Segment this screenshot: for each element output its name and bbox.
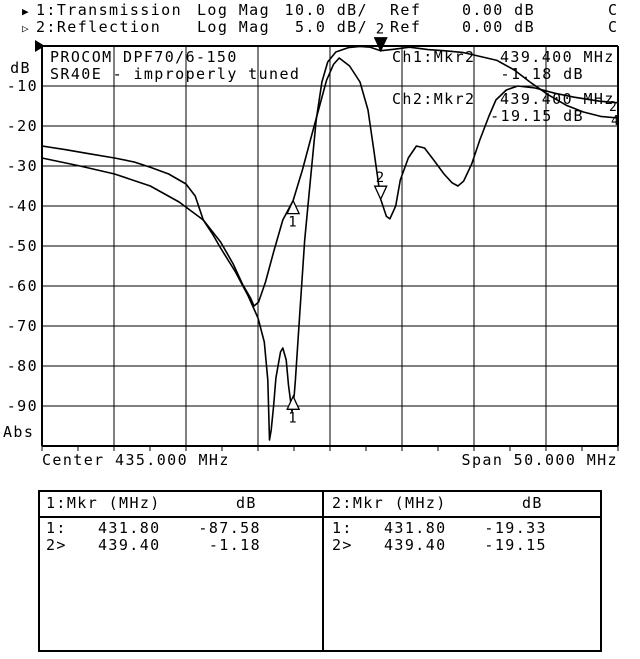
marker-row-id: 1:: [332, 519, 353, 537]
marker-2-ch2-icon: [373, 185, 388, 201]
y-tick-label: -50: [6, 237, 38, 255]
marker-table-left-unit: dB: [236, 494, 257, 512]
trace1-status: C: [608, 1, 619, 19]
marker-row-value: -19.15: [484, 536, 547, 554]
trace1-scale: 10.0 dB/: [284, 1, 368, 19]
marker-row-id: 1:: [46, 519, 67, 537]
ch1-marker-readout-freq: 439.400 MHz: [500, 48, 615, 66]
y-tick-label: -70: [6, 317, 38, 335]
marker-row-freq: 439.40: [384, 536, 447, 554]
trace2-ref-value: 0.00 dB: [461, 18, 535, 36]
trace2-scale: 5.0 dB/: [294, 18, 368, 36]
marker-1-ch1-icon: [286, 394, 301, 410]
marker-table-right-unit: dB: [522, 494, 543, 512]
y-tick-label: -90: [6, 397, 38, 415]
trace1-label: 1:Transmission: [36, 1, 183, 19]
x-axis-span: Span 50.000 MHz: [461, 451, 618, 469]
trace1-ref-value: 0.00 dB: [461, 1, 535, 19]
marker-row-id: 2>: [332, 536, 353, 554]
marker-row-freq: 431.80: [384, 519, 447, 537]
marker-1-ch2-label: 1: [288, 215, 298, 231]
y-tick-label: -30: [6, 157, 38, 175]
marker-table-left-title: 1:Mkr (MHz): [46, 494, 161, 512]
marker-row-id: 2>: [46, 536, 67, 554]
trace1-ref-label: Ref: [390, 1, 422, 19]
y-tick-label: -80: [6, 357, 38, 375]
trace1-format: Log Mag: [197, 1, 271, 19]
y-tick-label: -40: [6, 197, 38, 215]
trace2-ref-label: Ref: [390, 18, 422, 36]
trace2-label: 2:Reflection: [36, 18, 162, 36]
y-tick-label: -10: [6, 77, 38, 95]
marker-2-ch1-icon: [373, 37, 388, 53]
marker-table-header-rule: [40, 516, 600, 518]
marker-table-divider: [322, 492, 324, 650]
marker-row-freq: 431.80: [98, 519, 161, 537]
ch1-marker-readout-value: -1.18 dB: [500, 65, 584, 83]
marker-1-ch2-icon: [286, 199, 301, 215]
trace2-status: C: [608, 18, 619, 36]
plot-title-line1: PROCOM DPF70/6-150: [50, 48, 238, 66]
y-axis-bottom-label: Abs: [3, 423, 35, 441]
marker-2-ch1-label: 2: [376, 22, 386, 38]
marker-table: 1:Mkr (MHz) dB 1: 431.80 -87.58 2> 439.4…: [38, 490, 602, 652]
ref-level-marker-icon: [35, 40, 45, 52]
marker-1-ch1-label: 1: [288, 410, 298, 426]
plot-title-line2: SR40E - improperly tuned: [50, 65, 301, 83]
marker-row-freq: 439.40: [98, 536, 161, 554]
marker-row-value: -19.33: [484, 519, 547, 537]
trace2-format: Log Mag: [197, 18, 271, 36]
ch2-marker-readout-label: Ch2:Mkr2: [392, 90, 476, 108]
marker-table-right-title: 2:Mkr (MHz): [332, 494, 447, 512]
y-tick-label: -60: [6, 277, 38, 295]
ch2-marker-readout-freq: 439.400 MHz: [500, 90, 615, 108]
y-tick-label: -20: [6, 117, 38, 135]
marker-row-value: -1.18: [208, 536, 261, 554]
marker-row-value: -87.58: [198, 519, 261, 537]
trace1-bullet-icon: ▶: [22, 5, 29, 18]
x-axis-center: Center 435.000 MHz: [42, 451, 230, 469]
ch2-marker-readout-value: -19.15 dB: [490, 107, 584, 125]
trace2-bullet-icon: ▷: [22, 22, 29, 35]
ch1-marker-readout-label: Ch1:Mkr2: [392, 48, 476, 66]
trace-end-label-bottom: 4: [611, 114, 619, 129]
marker-2-ch2-label: 2: [376, 170, 386, 186]
